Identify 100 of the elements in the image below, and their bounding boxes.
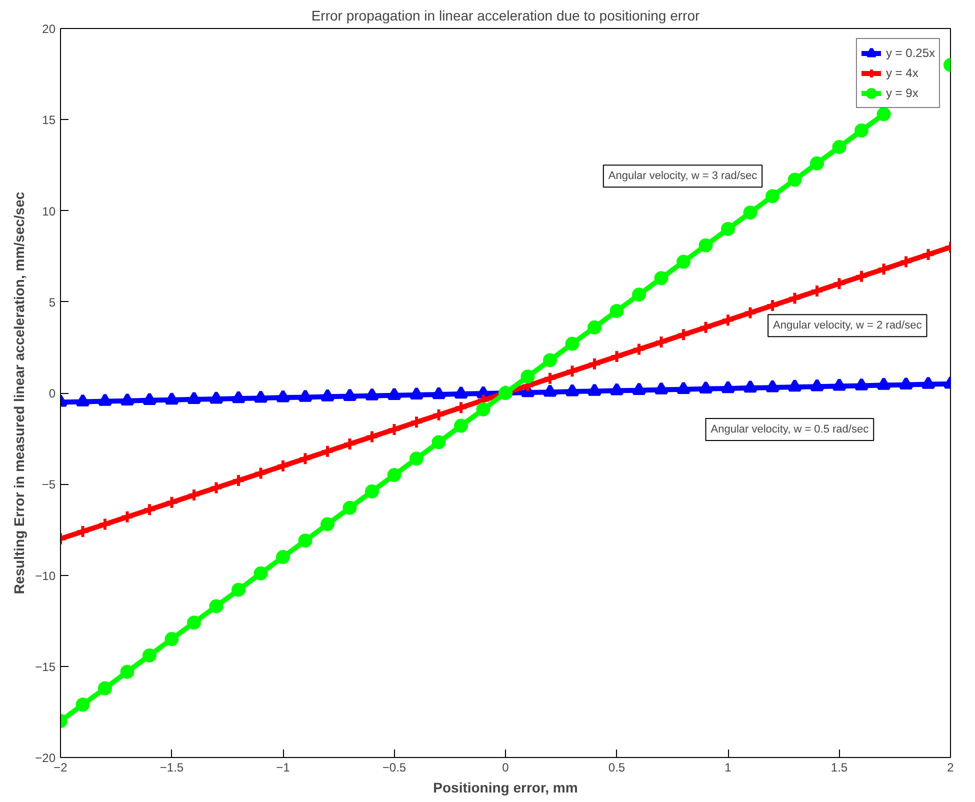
- point: [743, 206, 758, 220]
- y-tick-label: 20: [42, 22, 56, 36]
- annotation: Angular velocity, w = 3 rad/sec: [608, 170, 758, 182]
- point: [766, 380, 780, 392]
- point: [610, 304, 624, 318]
- y-tick-label: 5: [48, 295, 56, 310]
- point: [721, 222, 735, 236]
- point: [254, 466, 268, 480]
- point: [921, 376, 936, 389]
- point: [854, 124, 868, 138]
- point: [632, 382, 646, 395]
- point: [588, 356, 602, 371]
- point: [654, 271, 668, 286]
- point: [721, 313, 735, 328]
- point: [164, 495, 179, 510]
- x-tick-label: 1.5: [830, 760, 848, 774]
- point: [410, 386, 424, 400]
- point: [232, 473, 246, 488]
- point: [432, 386, 446, 400]
- point: [788, 172, 802, 187]
- point: [766, 189, 780, 204]
- legend-label: y = 9x: [886, 86, 918, 100]
- chart-title: Error propagation in linear acceleration due to positioning error: [311, 8, 700, 24]
- point: [876, 262, 891, 276]
- y-tick-label: −10: [35, 568, 56, 583]
- point: [698, 320, 713, 334]
- point: [209, 391, 224, 404]
- point: [276, 550, 290, 564]
- x-tick-label: 0.5: [608, 760, 626, 774]
- point: [298, 389, 312, 402]
- point: [320, 517, 334, 532]
- point: [320, 388, 334, 402]
- y-tick-label: 0: [48, 386, 56, 400]
- point: [565, 336, 580, 351]
- point: [387, 468, 402, 482]
- point: [254, 390, 268, 403]
- point: [588, 383, 602, 396]
- point: [899, 254, 913, 269]
- point: [698, 380, 713, 394]
- x-tick-label: −1: [276, 760, 290, 774]
- point: [788, 291, 802, 306]
- annotation: Angular velocity, w = 2 rad/sec: [773, 320, 922, 332]
- point: [543, 353, 557, 368]
- point: [610, 350, 624, 364]
- point: [232, 390, 246, 404]
- point: [788, 379, 802, 392]
- y-tick-label: −5: [42, 478, 56, 492]
- point: [832, 140, 846, 154]
- legend-label: y = 4x: [886, 66, 918, 80]
- point: [98, 681, 112, 696]
- point: [676, 382, 690, 394]
- point: [588, 320, 602, 334]
- point: [543, 384, 557, 397]
- point: [676, 254, 690, 269]
- point: [164, 392, 179, 405]
- point: [254, 566, 268, 580]
- point: [854, 269, 868, 284]
- point: [365, 484, 379, 498]
- point: [810, 156, 824, 170]
- point: [921, 247, 936, 262]
- point: [565, 364, 580, 378]
- annotation: Angular velocity, w = 0.5 rad/sec: [710, 423, 870, 436]
- point: [899, 376, 913, 390]
- point: [120, 510, 134, 524]
- point: [743, 380, 758, 393]
- point: [209, 599, 224, 614]
- point: [766, 298, 780, 313]
- point: [410, 452, 424, 466]
- point: [565, 384, 580, 396]
- point: [142, 392, 156, 405]
- point: [832, 276, 846, 291]
- legend-label: y = 0.25x: [886, 46, 935, 60]
- point: [120, 392, 134, 406]
- point: [76, 698, 90, 712]
- point: [632, 342, 646, 356]
- point: [209, 480, 224, 495]
- point: [520, 370, 535, 384]
- point: [142, 502, 156, 517]
- y-tick-label: −15: [35, 660, 56, 674]
- y-tick-label: 10: [42, 204, 56, 218]
- point: [676, 328, 690, 342]
- point: [76, 524, 90, 539]
- point: [387, 422, 402, 436]
- point: [610, 382, 624, 396]
- point: [410, 415, 424, 430]
- point: [187, 392, 201, 404]
- point: [832, 378, 846, 391]
- point: [632, 288, 646, 302]
- y-axis-title: Resulting Error in measured linear acceleration, mm/sec/sec: [11, 192, 28, 594]
- point: [187, 616, 201, 630]
- point: [187, 488, 201, 502]
- point: [454, 400, 468, 415]
- point: [721, 380, 735, 394]
- x-tick-label: −1.5: [160, 760, 184, 774]
- point: [342, 388, 357, 401]
- x-tick-label: −2: [54, 760, 68, 774]
- point: [298, 534, 312, 548]
- point: [232, 582, 246, 597]
- point: [432, 408, 446, 422]
- point: [342, 500, 357, 515]
